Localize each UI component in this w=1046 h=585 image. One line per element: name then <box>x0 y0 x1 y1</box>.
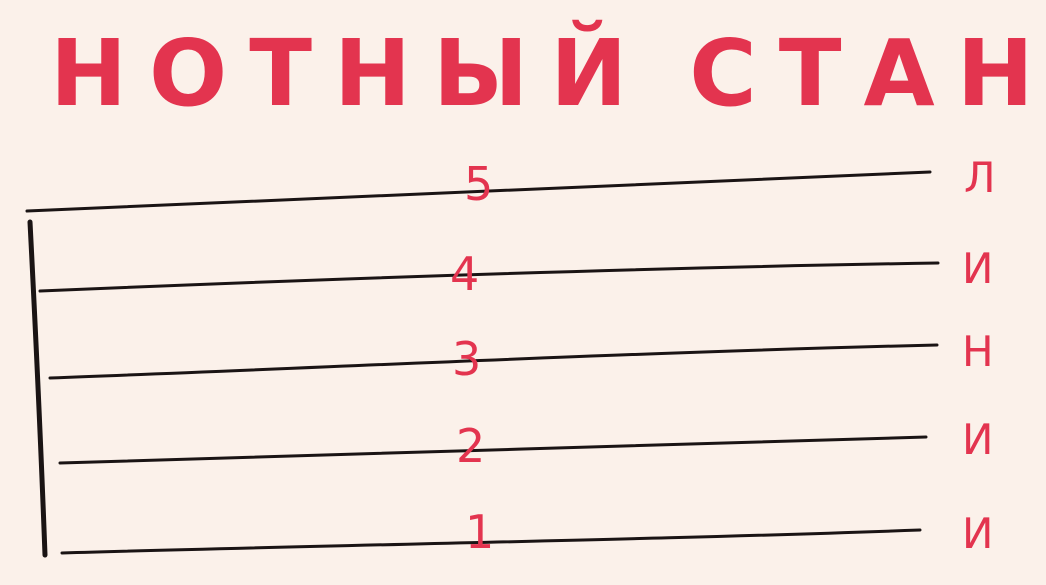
line-number-4: 4 <box>450 247 479 301</box>
staff-left-bar <box>27 219 48 558</box>
staff-line-5 <box>25 170 932 213</box>
line-number-1: 1 <box>465 505 494 559</box>
line-number-5: 5 <box>464 157 493 211</box>
side-letter-5: И <box>962 509 993 558</box>
side-letter-1: Л <box>964 153 996 202</box>
staff-line-2 <box>58 435 928 465</box>
title-word-2: СТАН <box>689 20 1046 127</box>
page-title: НОТНЫЙ СТАН <box>50 14 1034 134</box>
staff-line-3 <box>48 343 939 380</box>
line-number-2: 2 <box>456 419 485 473</box>
staff-line-1 <box>60 528 922 555</box>
staff-line-4 <box>38 261 940 293</box>
line-number-3: 3 <box>452 332 481 386</box>
side-letter-3: Н <box>962 327 994 376</box>
title-word-1: НОТНЫЙ <box>50 20 650 127</box>
side-letter-2: И <box>962 244 993 293</box>
side-letter-4: И <box>962 415 993 464</box>
